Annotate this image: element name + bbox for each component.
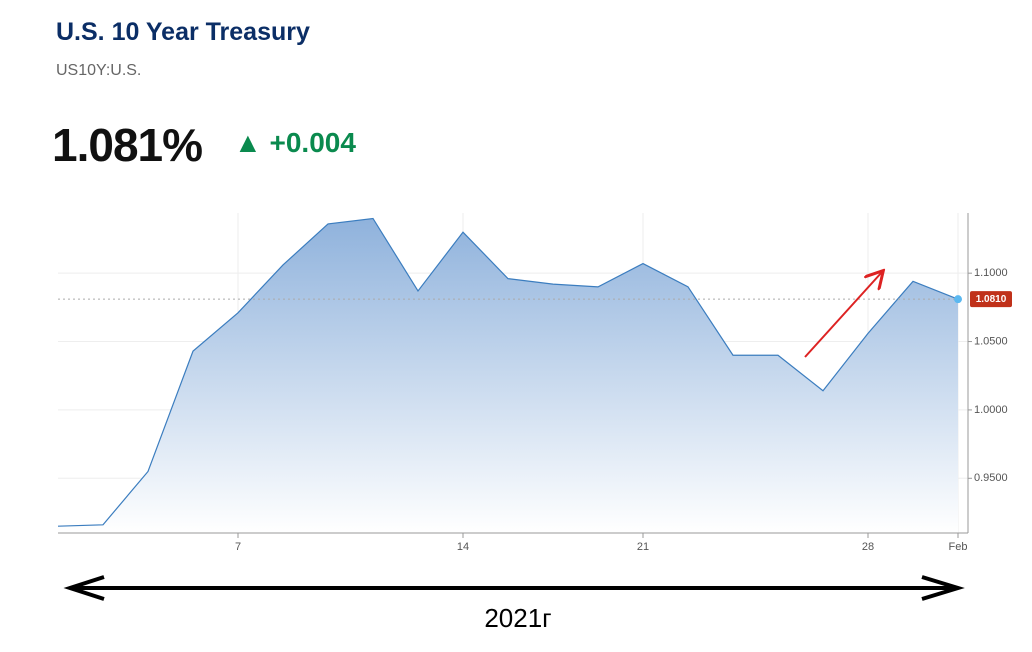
line bbox=[57, 217, 959, 527]
year-label: 2021г bbox=[484, 603, 551, 633]
area bbox=[58, 218, 958, 533]
red-arrow bbox=[804, 272, 882, 358]
y-tick-label: 1.0500 bbox=[974, 335, 1008, 347]
symbol: US10Y:U.S. bbox=[56, 62, 142, 79]
change: ▲ +0.004 bbox=[234, 127, 356, 158]
last-point bbox=[954, 295, 962, 304]
y-tick-label: 0.9500 bbox=[974, 472, 1008, 484]
x-tick-label: 14 bbox=[457, 541, 469, 553]
x-tick-label: 21 bbox=[637, 541, 649, 553]
y-tick-label: 1.0000 bbox=[974, 404, 1008, 416]
change-value: +0.004 bbox=[269, 127, 356, 158]
last-value-tag bbox=[970, 291, 1012, 308]
last-value-label: 1.0810 bbox=[976, 294, 1007, 305]
price: 1.081% bbox=[52, 119, 203, 171]
y-tick-label: 1.1000 bbox=[974, 267, 1008, 279]
span-arrow-heads bbox=[63, 575, 965, 601]
x-tick-label: Feb bbox=[949, 541, 968, 553]
x-tick-label: 7 bbox=[235, 541, 241, 553]
x-tick-label: 28 bbox=[862, 541, 874, 553]
title: U.S. 10 Year Treasury bbox=[56, 18, 310, 46]
